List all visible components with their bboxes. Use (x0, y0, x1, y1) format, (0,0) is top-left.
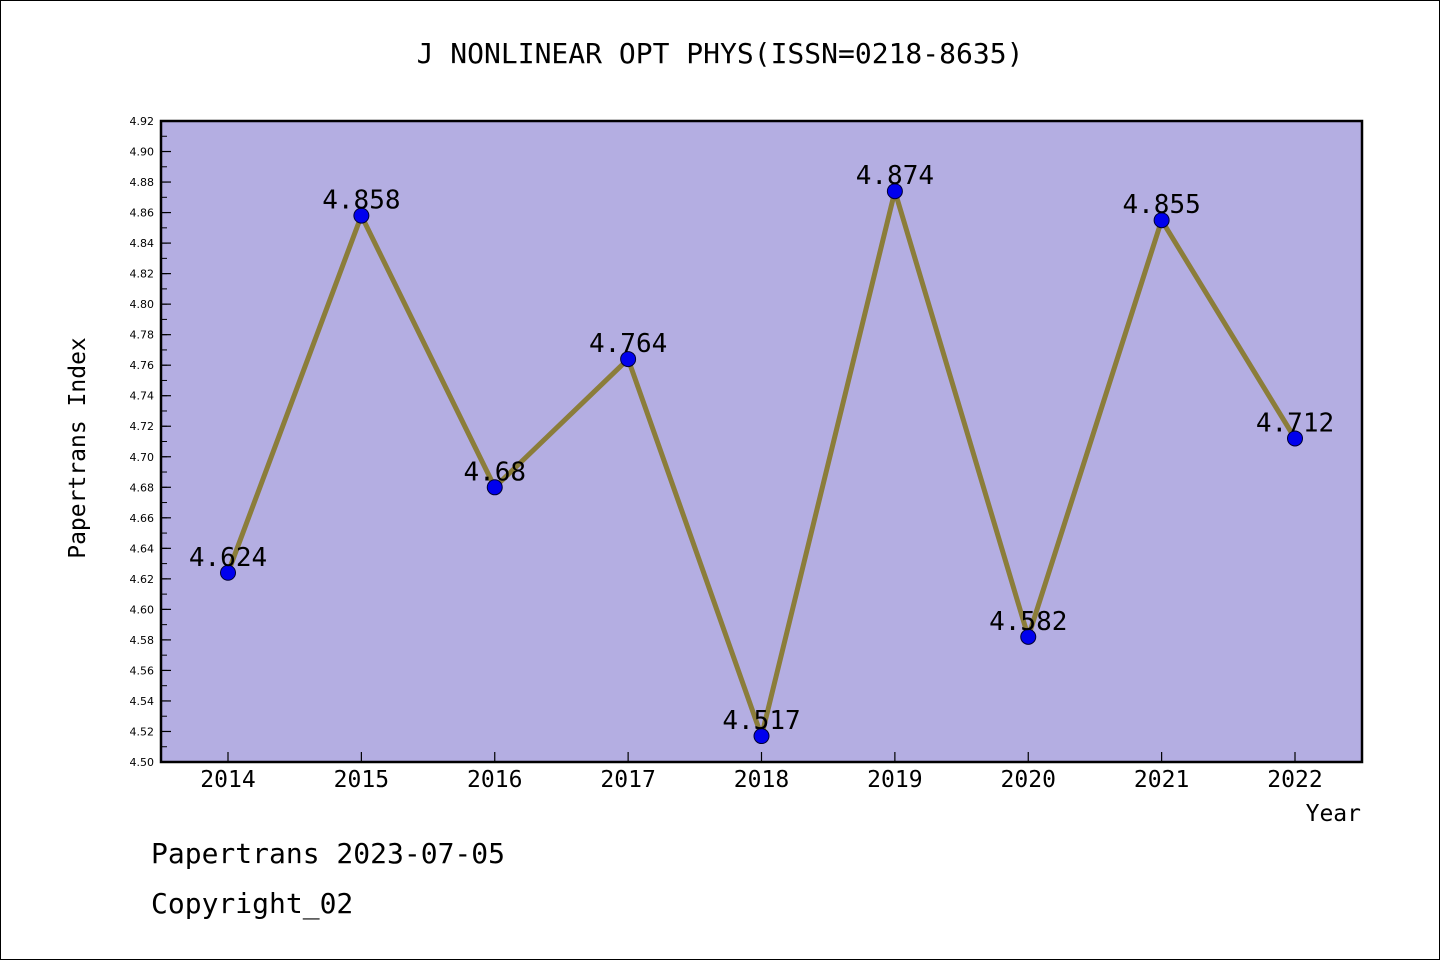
y-tick-label: 4.76 (130, 359, 155, 372)
data-point (220, 564, 236, 581)
data-label: 4.858 (322, 186, 400, 216)
data-label: 4.712 (1256, 408, 1334, 438)
data-label: 4.68 (463, 457, 526, 487)
x-tick-label: 2015 (334, 767, 389, 793)
x-tick-label: 2019 (867, 767, 922, 793)
y-tick-label: 4.78 (130, 329, 155, 342)
y-tick-label: 4.82 (130, 268, 155, 281)
y-tick-label: 4.54 (130, 695, 155, 708)
plot-border (159, 119, 1364, 764)
x-tick-label: 2021 (1134, 767, 1189, 793)
y-tick-label: 4.84 (130, 237, 155, 250)
data-point (1153, 212, 1170, 229)
data-point (353, 207, 370, 224)
footer-date: Papertrans 2023-07-05 (151, 837, 506, 870)
data-point (753, 728, 770, 745)
chart-title: J NONLINEAR OPT PHYS(ISSN=0218-8635) (416, 37, 1024, 70)
x-tick-label: 2020 (1001, 767, 1056, 793)
data-label: 4.764 (589, 329, 667, 359)
y-tick-label: 4.50 (130, 756, 155, 769)
y-tick-label: 4.90 (130, 146, 155, 159)
data-label: 4.874 (856, 161, 934, 191)
y-tick-label: 4.62 (130, 573, 155, 586)
data-label: 4.855 (1122, 190, 1200, 220)
y-tick-label: 4.60 (130, 603, 155, 616)
y-tick-label: 4.80 (130, 298, 155, 311)
data-point (886, 183, 903, 200)
x-axis-label: Year (1306, 801, 1361, 827)
data-label: 4.624 (189, 543, 267, 573)
y-tick-label: 4.68 (130, 481, 155, 494)
data-point (1287, 430, 1303, 447)
y-tick-label: 4.88 (130, 176, 155, 189)
x-tick-label: 2022 (1267, 767, 1322, 793)
x-tick-label: 2018 (734, 767, 789, 793)
footer-copyright: Copyright_02 (151, 887, 354, 920)
y-tick-label: 4.56 (130, 664, 155, 677)
y-tick-label: 4.72 (130, 420, 155, 433)
y-tick-label: 4.52 (130, 725, 155, 738)
data-point (620, 351, 637, 368)
x-tick-label: 2017 (600, 767, 655, 793)
x-tick-label: 2014 (200, 767, 255, 793)
y-tick-label: 4.58 (130, 634, 155, 647)
y-tick-label: 4.70 (130, 451, 155, 464)
data-label: 4.517 (722, 706, 800, 736)
y-tick-label: 4.66 (130, 512, 155, 525)
data-point (486, 479, 503, 496)
data-label: 4.582 (989, 607, 1067, 637)
y-axis-label: Papertrans Index (65, 337, 91, 559)
x-tick-label: 2016 (467, 767, 522, 793)
data-point (1020, 628, 1037, 645)
y-tick-label: 4.86 (130, 207, 155, 220)
y-tick-label: 4.92 (130, 115, 155, 128)
y-tick-label: 4.64 (130, 542, 155, 555)
y-tick-label: 4.74 (130, 390, 155, 403)
